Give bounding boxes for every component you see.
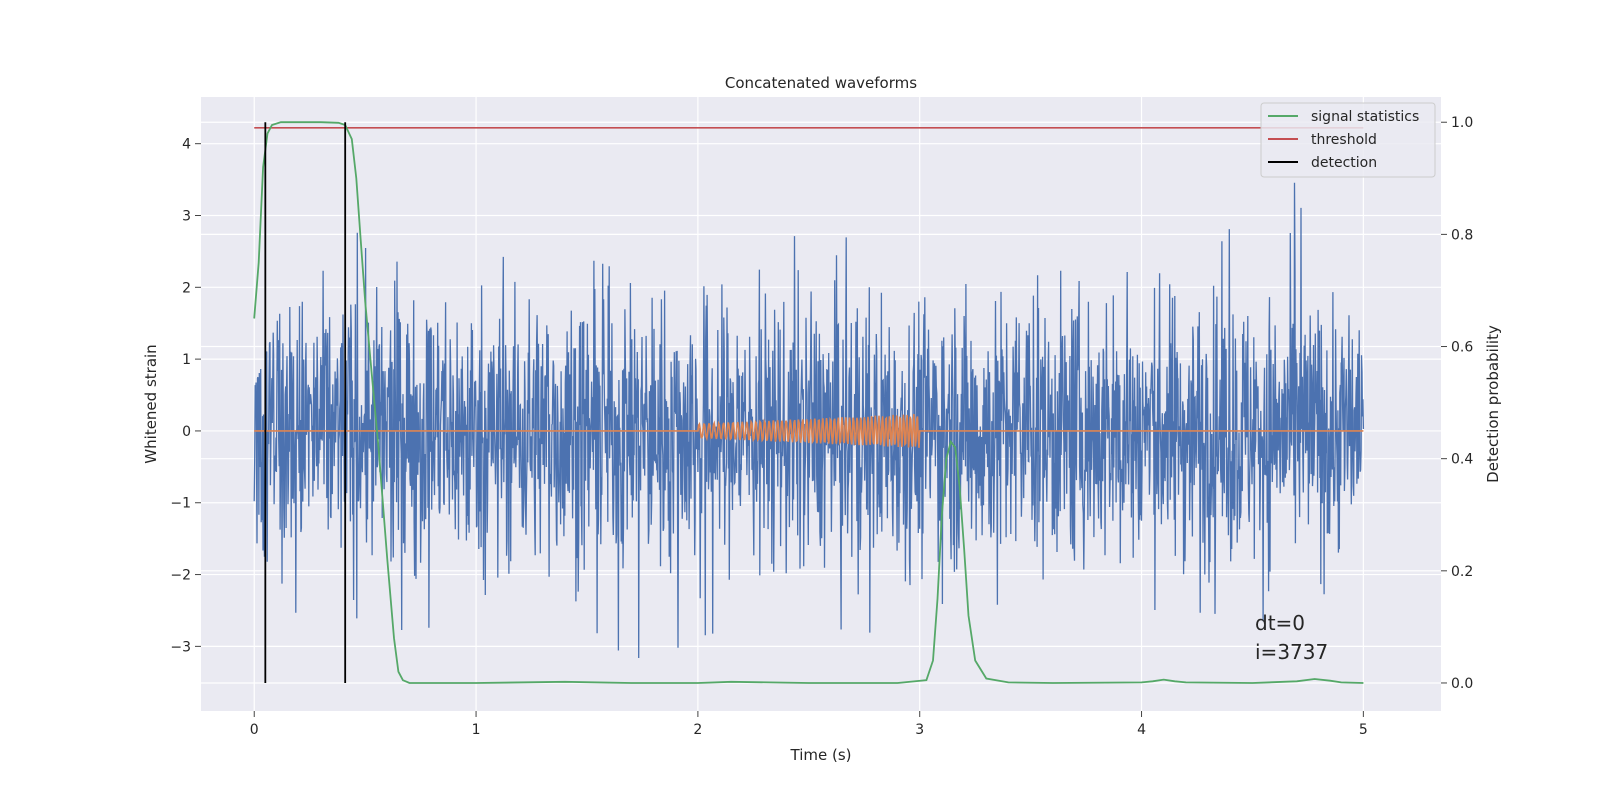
strain-series-line — [253, 182, 1365, 659]
legend-label-detection: detection — [1311, 155, 1377, 171]
x-tick-label: 2 — [693, 722, 702, 738]
y-tick-label: 4 — [182, 137, 191, 153]
y2-tick-label: 0.0 — [1451, 676, 1473, 692]
y-tick-label: 2 — [182, 280, 191, 296]
signal-statistics-line — [253, 121, 1364, 684]
legend-label-signal-statistics: signal statistics — [1311, 109, 1419, 125]
annotation-index: i=3737 — [1255, 640, 1328, 664]
legend-box — [1260, 102, 1436, 178]
y-axis-label: Whitened strain — [142, 344, 160, 463]
y2-tick-label: 0.2 — [1451, 564, 1473, 580]
annotation-dt: dt=0 — [1255, 611, 1305, 635]
x-tick-label: 4 — [1137, 722, 1146, 738]
template-series-line — [254, 413, 1364, 448]
y-tick-label: −2 — [170, 568, 191, 584]
x-tick-label: 3 — [915, 722, 924, 738]
y-tick-label: 0 — [182, 424, 191, 440]
y2-tick-label: 1.0 — [1451, 115, 1473, 131]
y2-tick-label: 0.6 — [1451, 340, 1473, 356]
y-tick-label: −1 — [170, 496, 191, 512]
y2-tick-label: 0.4 — [1451, 452, 1473, 468]
legend: signal statistics threshold detection — [1260, 102, 1436, 178]
legend-label-threshold: threshold — [1311, 132, 1377, 148]
x-tick-label: 0 — [250, 722, 259, 738]
y-tick-label: 1 — [182, 352, 191, 368]
y-tick-label: 3 — [182, 208, 191, 224]
y2-axis-label: Detection probability — [1484, 325, 1502, 483]
x-tick-label: 1 — [472, 722, 481, 738]
x-tick-label: 5 — [1359, 722, 1368, 738]
axis-ticks: 0 1 2 3 4 5 −3 −2 −1 0 1 2 3 4 0.0 0.2 0.4 0.6 0.8 1.0 — [170, 115, 1473, 738]
chart-title: Concatenated waveforms — [725, 74, 917, 92]
x-axis-label: Time (s) — [790, 746, 852, 764]
plot-series — [253, 121, 1365, 684]
y-tick-label: −3 — [170, 639, 191, 655]
y2-tick-label: 0.8 — [1451, 227, 1473, 243]
